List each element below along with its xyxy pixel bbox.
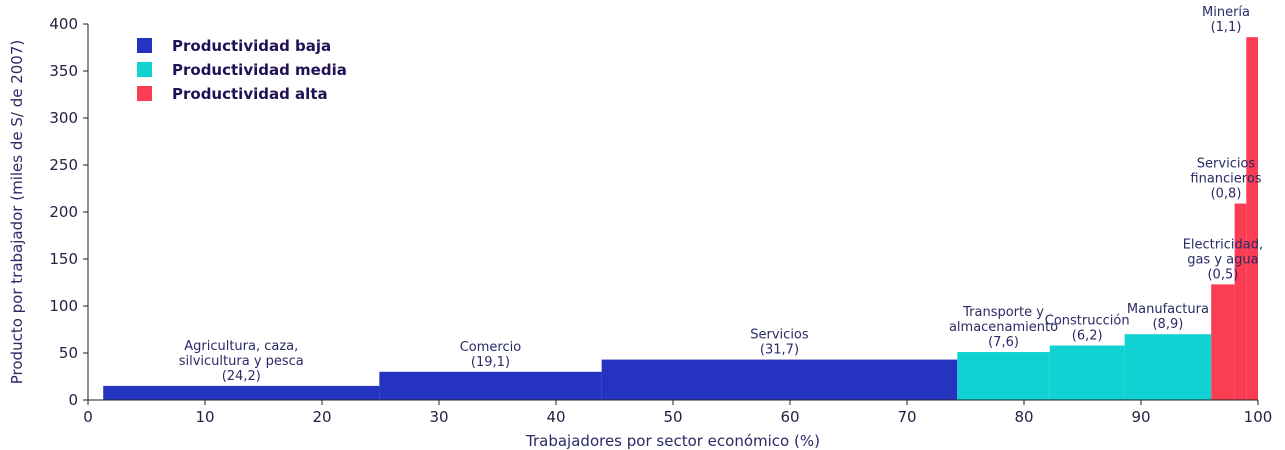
x-axis-title: Trabajadores por sector económico (%) (525, 432, 820, 450)
y-tick-label: 400 (49, 15, 78, 33)
data-label-3: (7,6) (988, 335, 1019, 350)
data-label-2: (31,7) (760, 343, 799, 358)
data-label-8: (1,1) (1211, 20, 1242, 35)
bar-0 (103, 385, 380, 400)
data-label-3: Transporte y (962, 305, 1044, 320)
x-tick-label: 70 (897, 408, 916, 426)
x-tick-label: 20 (312, 408, 331, 426)
bar-3 (957, 352, 1050, 400)
x-tick-label: 100 (1244, 408, 1273, 426)
data-label-7: (0,8) (1211, 187, 1242, 202)
y-axis-title: Producto por trabajador (miles de S/ de … (8, 40, 26, 385)
legend-label-2: Productividad alta (172, 85, 328, 103)
bar-7 (1234, 203, 1247, 400)
data-label-5: (8,9) (1152, 317, 1183, 332)
x-tick-label: 60 (780, 408, 799, 426)
bar-5 (1124, 334, 1212, 400)
bar-6 (1211, 284, 1235, 400)
data-label-6: Electricidad, (1183, 237, 1263, 252)
y-tick-label: 300 (49, 109, 78, 127)
data-label-0: Agricultura, caza, (184, 339, 298, 354)
bar-4 (1049, 345, 1125, 400)
x-tick-label: 30 (429, 408, 448, 426)
data-label-4: Construcción (1045, 313, 1130, 328)
data-label-0: silvicultura y pesca (179, 354, 304, 369)
y-tick-label: 200 (49, 203, 78, 221)
bar-2 (601, 359, 958, 400)
legend-label-1: Productividad media (172, 61, 347, 79)
bar-8 (1246, 37, 1258, 400)
data-label-8: Minería (1202, 5, 1250, 20)
legend-swatch-1 (137, 62, 152, 77)
data-label-7: financieros (1190, 172, 1261, 187)
y-tick-label: 50 (59, 344, 78, 362)
data-label-5: Manufactura (1127, 302, 1209, 317)
data-label-6: gas y agua (1187, 252, 1258, 267)
data-label-3: almacenamiento (949, 320, 1058, 335)
data-label-7: Servicios (1197, 157, 1256, 172)
data-label-4: (6,2) (1072, 328, 1103, 343)
legend-swatch-0 (137, 38, 152, 53)
y-tick-label: 100 (49, 297, 78, 315)
y-tick-label: 0 (68, 391, 78, 409)
data-label-0: (24,2) (222, 369, 261, 384)
y-tick-label: 350 (49, 62, 78, 80)
x-tick-label: 80 (1014, 408, 1033, 426)
x-tick-label: 0 (83, 408, 93, 426)
data-label-1: Comercio (460, 340, 522, 355)
data-label-1: (19,1) (471, 355, 510, 370)
x-tick-label: 50 (663, 408, 682, 426)
y-tick-label: 250 (49, 156, 78, 174)
y-tick-label: 150 (49, 250, 78, 268)
data-label-2: Servicios (750, 328, 809, 343)
x-tick-label: 10 (195, 408, 214, 426)
legend-label-0: Productividad baja (172, 37, 331, 55)
legend-swatch-2 (137, 86, 152, 101)
x-tick-label: 90 (1131, 408, 1150, 426)
bar-1 (379, 371, 602, 400)
data-label-6: (0,5) (1207, 267, 1238, 282)
x-tick-label: 40 (546, 408, 565, 426)
